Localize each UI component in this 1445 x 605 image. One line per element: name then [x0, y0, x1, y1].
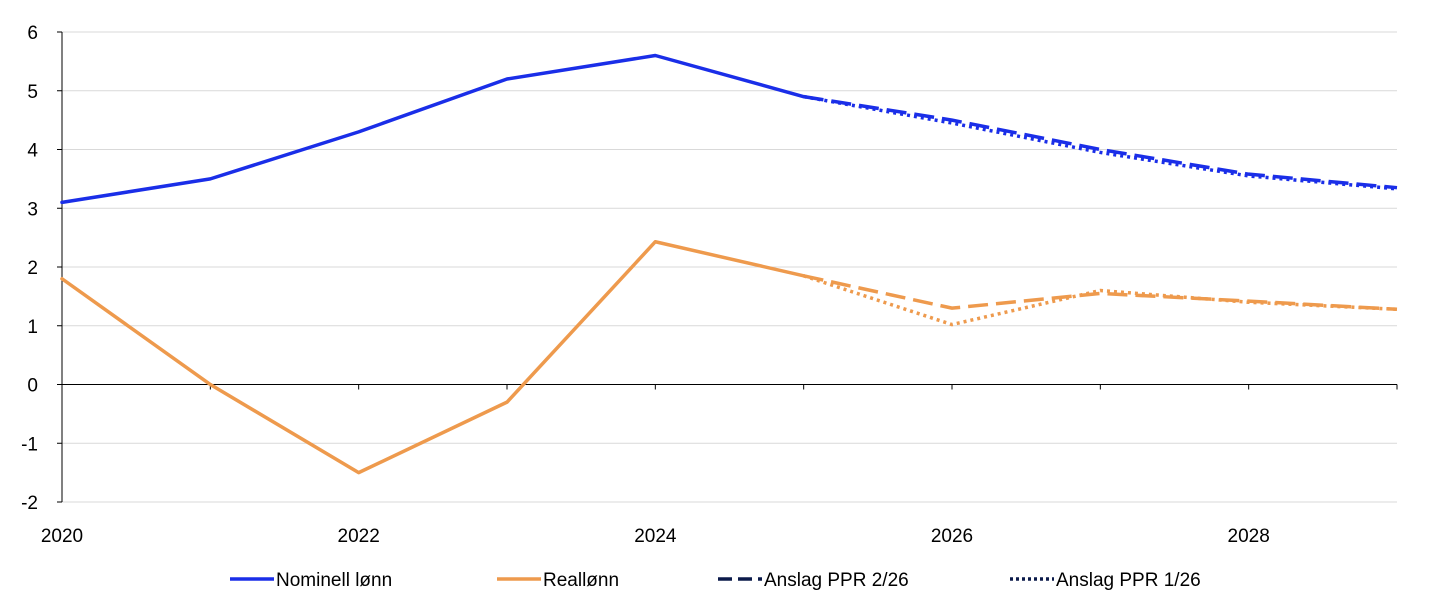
x-tick-label: 2024: [634, 526, 677, 547]
series-lines: [60, 53, 1398, 475]
y-tick-label: 2: [27, 258, 38, 279]
series-line-0: [60, 53, 806, 205]
y-tick-label: 0: [27, 376, 38, 397]
legend: Nominell lønn Reallønn Anslag PPR 2/26 Ansl…: [230, 570, 1201, 591]
y-tick-label: 6: [27, 23, 38, 44]
gridlines: [62, 31, 1397, 503]
legend-label: Reallønn: [543, 570, 619, 591]
axes: [57, 31, 1398, 503]
y-tick-label: 5: [27, 82, 38, 103]
y-tick-labels: -2 -1 0 1 2 3 4 5 6: [21, 23, 38, 514]
legend-label: Anslag PPR 1/26: [1056, 570, 1201, 591]
legend-label: Nominell lønn: [276, 570, 392, 591]
y-tick-label: -2: [21, 493, 38, 514]
x-tick-label: 2028: [1228, 526, 1270, 547]
y-tick-label: 1: [27, 317, 38, 338]
x-tick-label: 2022: [338, 526, 380, 547]
y-tick-label: 4: [27, 141, 38, 162]
x-tick-label: 2026: [931, 526, 973, 547]
x-tick-label: 2020: [41, 526, 83, 547]
y-tick-label: 3: [27, 199, 38, 220]
series-line-2: [803, 94, 1398, 190]
series-line-4: [803, 274, 1398, 312]
series-line-1: [60, 239, 806, 475]
series-line-5: [803, 274, 1398, 327]
series-line-3: [803, 94, 1398, 191]
legend-label: Anslag PPR 2/26: [764, 570, 909, 591]
y-tick-label: -1: [21, 434, 38, 455]
x-tick-labels: 2020 2022 2024 2026 2028: [41, 526, 1270, 547]
